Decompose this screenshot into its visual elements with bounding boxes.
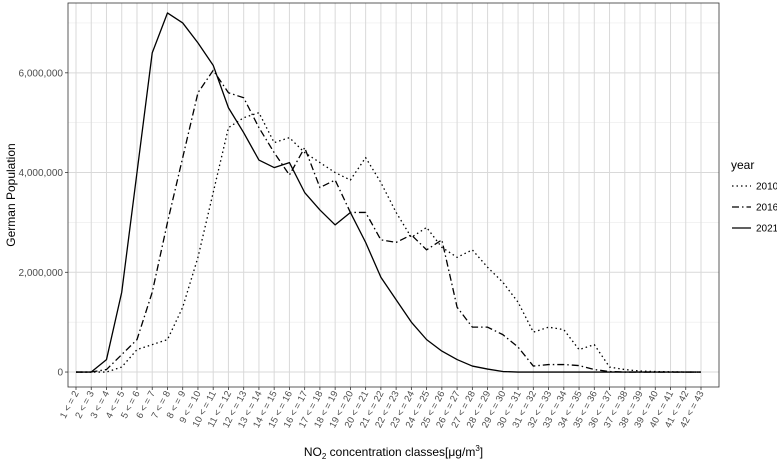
series-layer <box>76 12 701 373</box>
y-axis: 0 2,000,000 4,000,000 6,000,000 <box>19 68 68 379</box>
series-line-2016 <box>76 69 701 373</box>
legend-label-2016: 2016 <box>756 203 777 214</box>
x-axis-title-rest: concentration classes[μg/m <box>326 445 475 459</box>
x-axis-title-end: ] <box>480 445 483 459</box>
minor-grid <box>68 22 719 323</box>
legend-label-2010: 2010 <box>756 182 777 193</box>
x-axis: 1 < = 22 < = 33 < = 44 < = 55 < = 66 < =… <box>58 387 707 430</box>
y-tick-label: 2,000,000 <box>19 268 64 279</box>
legend-title: year <box>731 158 754 172</box>
y-tick-label: 6,000,000 <box>19 68 64 79</box>
legend-label-2021: 2021 <box>756 224 777 235</box>
x-axis-title-sup: 3 <box>475 444 480 453</box>
series-line-2010 <box>76 112 701 373</box>
y-axis-title: German Population <box>4 143 18 246</box>
y-tick-label: 4,000,000 <box>19 168 64 179</box>
plot-panel-border <box>67 2 720 388</box>
x-axis-title: NO2 concentration classes[μg/m3] <box>304 444 483 461</box>
series-line-2021 <box>76 12 701 373</box>
legend: year 2010 2016 2021 <box>731 158 777 235</box>
x-axis-title-main: NO <box>304 445 322 459</box>
x-axis-title-sub: 2 <box>322 452 327 461</box>
y-tick-label: 0 <box>57 368 63 379</box>
major-grid <box>68 3 719 387</box>
